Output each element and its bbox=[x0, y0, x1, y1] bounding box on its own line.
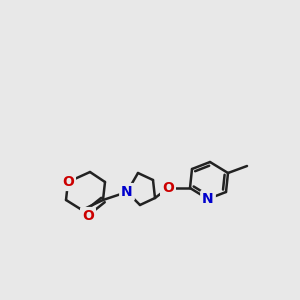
Text: O: O bbox=[82, 209, 94, 223]
Text: N: N bbox=[202, 192, 214, 206]
Text: N: N bbox=[121, 185, 133, 199]
Text: O: O bbox=[162, 181, 174, 195]
Text: O: O bbox=[62, 175, 74, 189]
